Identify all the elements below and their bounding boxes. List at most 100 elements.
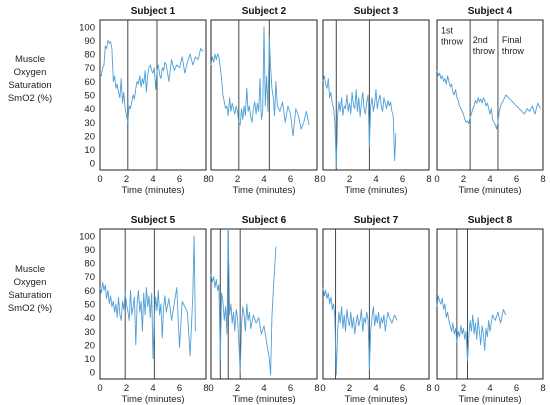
x-tick-label: 6 [514,383,519,394]
smo2-series-line [322,287,398,376]
y-axis-label-line: Oxygen [14,277,47,288]
smo2-series-line [210,228,277,376]
x-tick-label: 4 [150,174,155,185]
y-tick-label: 100 [79,231,95,242]
y-tick-label: 80 [84,50,95,61]
x-tick-label: 4 [261,174,266,185]
throw-annotation: throw [502,46,525,56]
panel-3: Subject 3 0 2 4 6 8 Time (minutes) [320,6,431,196]
y-axis-label-line: SmO2 (%) [8,303,52,314]
x-tick-label: 2 [235,174,240,185]
y-axis-label-line: Oxygen [14,67,47,78]
panel-1: Subject 1 0 10 20 30 40 50 60 70 80 90 100 0 2 4 6 8 Time… [79,6,209,196]
y-tick-label: 70 [84,63,95,74]
panel-frame [322,228,430,380]
y-axis-label-line: Muscle [15,264,45,275]
throw-annotation: throw [473,46,496,56]
y-tick-label: 70 [84,272,95,283]
panel-title: Subject 2 [242,6,287,17]
panel-title: Subject 1 [131,6,176,17]
x-tick-label: 8 [203,383,208,394]
x-axis-label: Time (minutes) [122,185,185,196]
throw-annotation: Final [502,35,522,45]
panel-title: Subject 6 [242,215,287,226]
x-tick-label: 2 [235,383,240,394]
x-tick-label: 4 [150,383,155,394]
panel-8: Subject 8 0 2 4 6 8 Time (minutes) [434,215,545,405]
x-tick-label: 0 [208,174,213,185]
y-axis-label-line: Saturation [8,80,51,91]
y-tick-label: 30 [84,118,95,129]
y-tick-label: 30 [84,327,95,338]
x-tick-label: 0 [208,383,213,394]
panel-5: Subject 5 0 10 20 30 40 50 60 70 80 90 100 0 2 4 6 8 Time… [79,215,209,405]
y-axis-label-line: Muscle [15,54,45,65]
smo2-series-line [210,26,310,137]
x-tick-label: 2 [347,174,352,185]
y-tick-label: 60 [84,77,95,88]
x-axis-label: Time (minutes) [345,185,408,196]
x-tick-label: 8 [203,174,208,185]
y-tick-label: 90 [84,36,95,47]
throw-annotation: throw [441,37,464,47]
x-tick-label: 4 [373,174,378,185]
x-tick-label: 0 [97,383,102,394]
x-tick-label: 6 [288,174,293,185]
panel-title: Subject 8 [468,215,513,226]
x-tick-label: 4 [487,174,492,185]
x-axis-label: Time (minutes) [345,394,408,405]
y-axis-label-line: SmO2 (%) [8,93,52,104]
y-tick-label: 20 [84,340,95,351]
x-tick-label: 0 [434,383,439,394]
throw-annotation: 2nd [473,35,488,45]
x-tick-label: 4 [487,383,492,394]
y-tick-label: 50 [84,91,95,102]
y-tick-label: 0 [90,159,95,170]
x-tick-label: 2 [461,174,466,185]
panel-7: Subject 7 0 2 4 6 8 Time (minutes) [320,215,431,405]
y-axis-label-line: Saturation [8,290,51,301]
y-tick-label: 40 [84,313,95,324]
x-tick-label: 2 [124,383,129,394]
x-tick-label: 6 [288,383,293,394]
panel-frame [99,19,207,171]
x-tick-label: 0 [320,383,325,394]
smo2-series-line [436,295,507,362]
x-axis-label: Time (minutes) [122,394,185,405]
panel-title: Subject 4 [468,6,513,17]
x-tick-label: 8 [314,383,319,394]
panel-title: Subject 3 [354,6,399,17]
x-tick-label: 8 [426,383,431,394]
x-tick-label: 2 [461,383,466,394]
panel-frame [436,19,544,171]
panel-6: Subject 6 0 2 4 6 8 Time (minutes) [208,215,319,405]
y-tick-label: 0 [90,368,95,379]
y-tick-label: 10 [84,354,95,365]
smo2-series-line [99,40,204,123]
y-tick-label: 60 [84,286,95,297]
y-tick-label: 40 [84,104,95,115]
y-axis-label-bottom: Muscle Oxygen Saturation SmO2 (%) [8,264,52,314]
smo2-series-line [436,70,541,130]
panel-2: Subject 2 0 2 4 6 8 Time (minutes) [208,6,319,196]
y-tick-label: 20 [84,131,95,142]
x-tick-label: 2 [124,174,129,185]
x-tick-label: 0 [320,174,325,185]
y-tick-label: 80 [84,259,95,270]
x-tick-label: 8 [540,174,545,185]
x-tick-label: 6 [177,383,182,394]
x-tick-label: 6 [400,174,405,185]
x-tick-label: 0 [97,174,102,185]
x-tick-label: 2 [347,383,352,394]
y-tick-label: 10 [84,145,95,156]
smo2-series-line [322,75,397,168]
x-tick-label: 4 [373,383,378,394]
x-tick-label: 8 [540,383,545,394]
x-tick-label: 6 [514,174,519,185]
y-tick-label: 50 [84,300,95,311]
y-axis-label-top: Muscle Oxygen Saturation SmO2 (%) [8,54,52,104]
smo2-series-line [99,235,196,359]
